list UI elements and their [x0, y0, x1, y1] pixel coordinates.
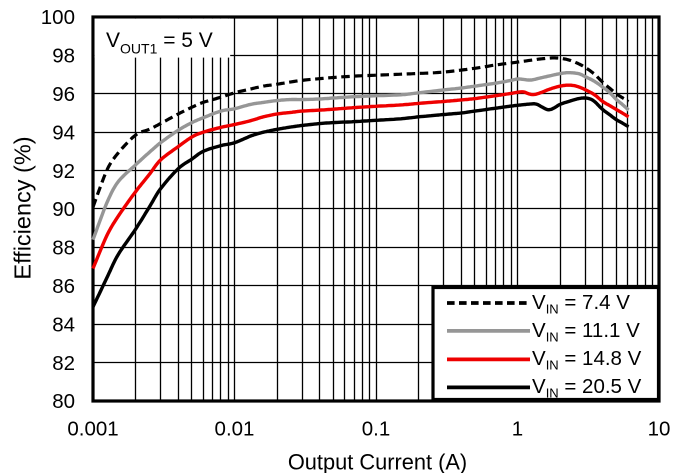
svg-text:1: 1	[512, 418, 523, 441]
svg-text:VIN = 7.4 V: VIN = 7.4 V	[532, 291, 630, 317]
svg-text:0.1: 0.1	[362, 418, 391, 441]
svg-text:10: 10	[648, 418, 671, 441]
svg-text:92: 92	[52, 160, 75, 183]
svg-text:100: 100	[41, 6, 75, 29]
svg-text:Efficiency (%): Efficiency (%)	[10, 136, 36, 279]
svg-text:0.01: 0.01	[215, 418, 255, 441]
svg-text:94: 94	[52, 121, 75, 144]
svg-text:0.001: 0.001	[67, 418, 118, 441]
svg-text:90: 90	[52, 198, 75, 221]
svg-text:VOUT1 = 5 V: VOUT1 = 5 V	[106, 29, 213, 57]
svg-text:80: 80	[52, 390, 75, 413]
svg-text:84: 84	[52, 313, 75, 336]
svg-text:98: 98	[52, 45, 75, 68]
svg-text:86: 86	[52, 275, 75, 298]
svg-text:96: 96	[52, 83, 75, 106]
svg-text:Output Current (A): Output Current (A)	[288, 449, 467, 473]
svg-text:88: 88	[52, 237, 75, 260]
svg-text:82: 82	[52, 352, 75, 375]
